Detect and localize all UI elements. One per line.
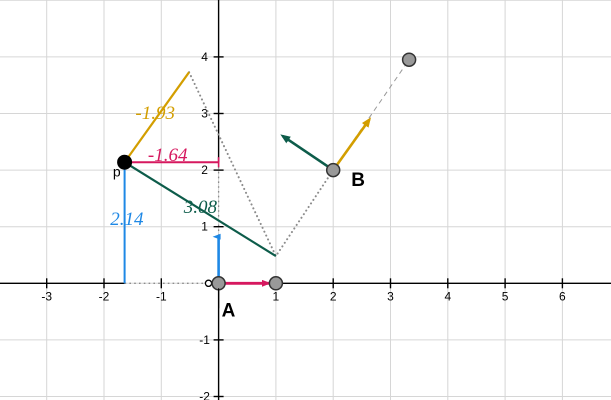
svg-text:3.08: 3.08: [183, 197, 218, 218]
svg-text:-1.93: -1.93: [135, 103, 175, 124]
svg-text:-3: -3: [41, 289, 52, 303]
svg-text:1: 1: [273, 289, 280, 303]
svg-text:p: p: [113, 163, 121, 179]
svg-text:A: A: [222, 300, 236, 321]
svg-text:1: 1: [201, 220, 208, 234]
svg-text:5: 5: [502, 289, 509, 303]
svg-text:-2: -2: [199, 390, 210, 400]
svg-text:B: B: [351, 170, 365, 191]
svg-text:6: 6: [559, 289, 566, 303]
svg-text:2.14: 2.14: [110, 209, 144, 230]
svg-text:3: 3: [201, 107, 208, 121]
svg-text:4: 4: [444, 289, 451, 303]
svg-text:2: 2: [330, 289, 337, 303]
svg-text:3: 3: [387, 289, 394, 303]
svg-text:2: 2: [201, 163, 208, 177]
svg-text:-2: -2: [99, 289, 110, 303]
svg-text:-1.64: -1.64: [148, 145, 188, 166]
svg-text:-1: -1: [199, 333, 210, 347]
svg-text:-1: -1: [156, 289, 167, 303]
svg-text:4: 4: [201, 50, 208, 64]
